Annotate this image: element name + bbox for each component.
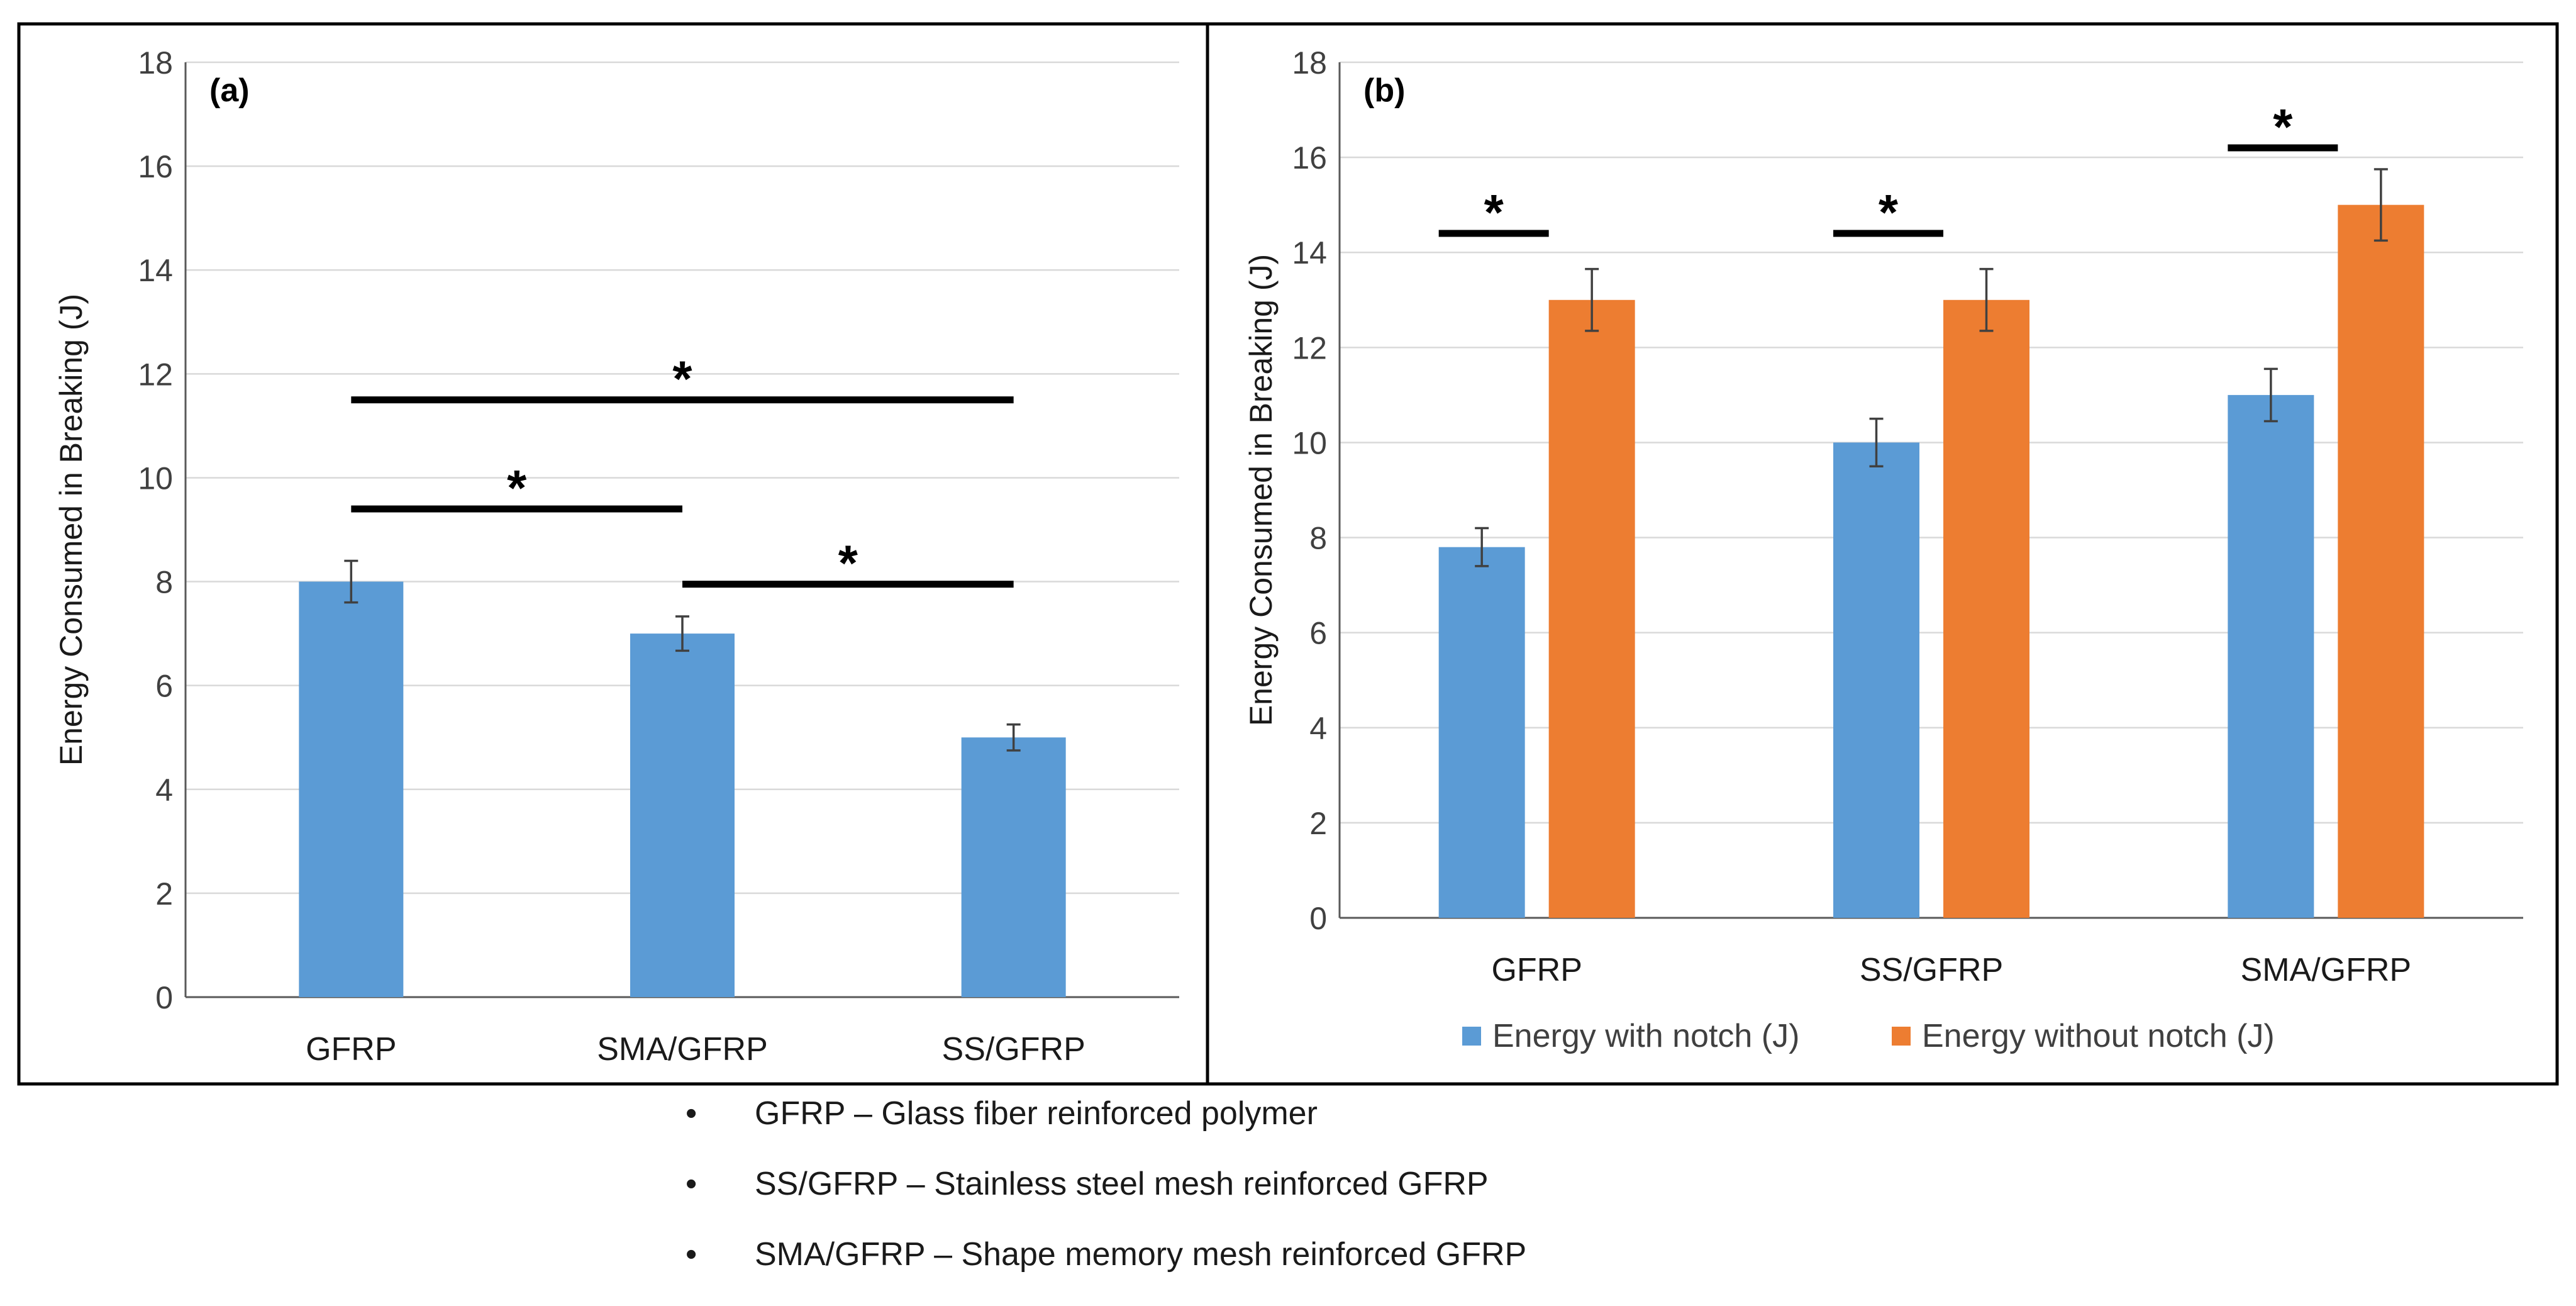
y-tick-label: 10 (138, 460, 173, 496)
legend: Energy with notch (J) Energy without not… (1462, 1018, 2275, 1054)
bar (299, 581, 404, 997)
x-tick-label: SMA/GFRP (597, 1031, 768, 1068)
significance-star: * (1484, 184, 1504, 240)
y-tick-label: 4 (155, 773, 173, 808)
x-tick-label: SS/GFRP (1860, 952, 2003, 988)
y-tick-label: 0 (155, 980, 173, 1015)
significance-star: * (838, 535, 858, 591)
legend-swatch-with-notch (1462, 1027, 1481, 1046)
bar (1833, 442, 1919, 918)
panel-label: (b) (1363, 72, 1405, 109)
significance-star: * (1879, 184, 1899, 240)
y-tick-label: 16 (1292, 140, 1327, 176)
y-tick-label: 10 (1292, 425, 1327, 460)
chart-a: 0 2 4 6 8 10 12 14 16 18 Energy Consumed in Breaki… (53, 45, 1179, 1068)
significance-star: * (507, 460, 527, 516)
y-axis-label: Energy Consumed in Breaking (J) (1243, 254, 1279, 726)
y-tick-label: 16 (138, 149, 173, 184)
bullet: • (686, 1095, 697, 1132)
legend-label-without-notch: Energy without notch (J) (1922, 1018, 2275, 1054)
y-tick-label: 2 (1309, 806, 1327, 841)
y-tick-label: 18 (138, 45, 173, 81)
y-tick-label: 12 (138, 357, 173, 392)
legend-swatch-without-notch (1892, 1027, 1911, 1046)
y-tick-label: 6 (1309, 616, 1327, 651)
panel-b-frame (1206, 22, 2559, 1086)
bar (630, 633, 735, 997)
footnote-item: • GFRP – Glass fiber reinforced polymer (686, 1095, 1318, 1132)
y-tick-label: 8 (1309, 521, 1327, 556)
x-tick-label: SMA/GFRP (2241, 952, 2412, 988)
y-tick-label: 6 (155, 669, 173, 704)
footnote-gfrp: GFRP – Glass fiber reinforced polymer (755, 1095, 1318, 1132)
y-tick-label: 8 (155, 565, 173, 600)
x-tick-label: SS/GFRP (942, 1031, 1085, 1068)
y-axis-label: Energy Consumed in Breaking (J) (53, 294, 89, 766)
bar (961, 737, 1066, 997)
chart-b: 0 2 4 6 8 10 12 14 16 18 Energy Consumed in Breaki… (1243, 45, 2523, 988)
y-tick-label: 14 (1292, 235, 1327, 271)
y-tick-label: 12 (1292, 330, 1327, 366)
footnote-ss-gfrp: SS/GFRP – Stainless steel mesh reinforce… (755, 1166, 1489, 1202)
bar (1438, 547, 1525, 918)
significance-star: * (672, 351, 692, 407)
y-tick-label: 4 (1309, 711, 1327, 746)
y-tick-label: 18 (1292, 45, 1327, 81)
x-tick-label: GFRP (306, 1031, 396, 1068)
bar (1943, 299, 2029, 918)
footnote-item: • SMA/GFRP – Shape memory mesh reinforced… (686, 1236, 1526, 1273)
bullet: • (686, 1166, 697, 1202)
significance-star: * (2273, 99, 2293, 155)
y-tick-label: 2 (155, 876, 173, 912)
y-tick-label: 14 (138, 253, 173, 288)
bar (1548, 299, 1635, 918)
bar (2338, 204, 2424, 918)
bullet: • (686, 1236, 697, 1273)
footnote-item: • SS/GFRP – Stainless steel mesh reinforc… (686, 1165, 1489, 1203)
legend-label-with-notch: Energy with notch (J) (1492, 1018, 1799, 1054)
bar (2228, 394, 2314, 918)
y-tick-label: 0 (1309, 901, 1327, 936)
footnote-sma-gfrp: SMA/GFRP – Shape memory mesh reinforced … (755, 1236, 1527, 1273)
panel-label: (a) (209, 72, 250, 109)
x-tick-label: GFRP (1491, 952, 1582, 988)
